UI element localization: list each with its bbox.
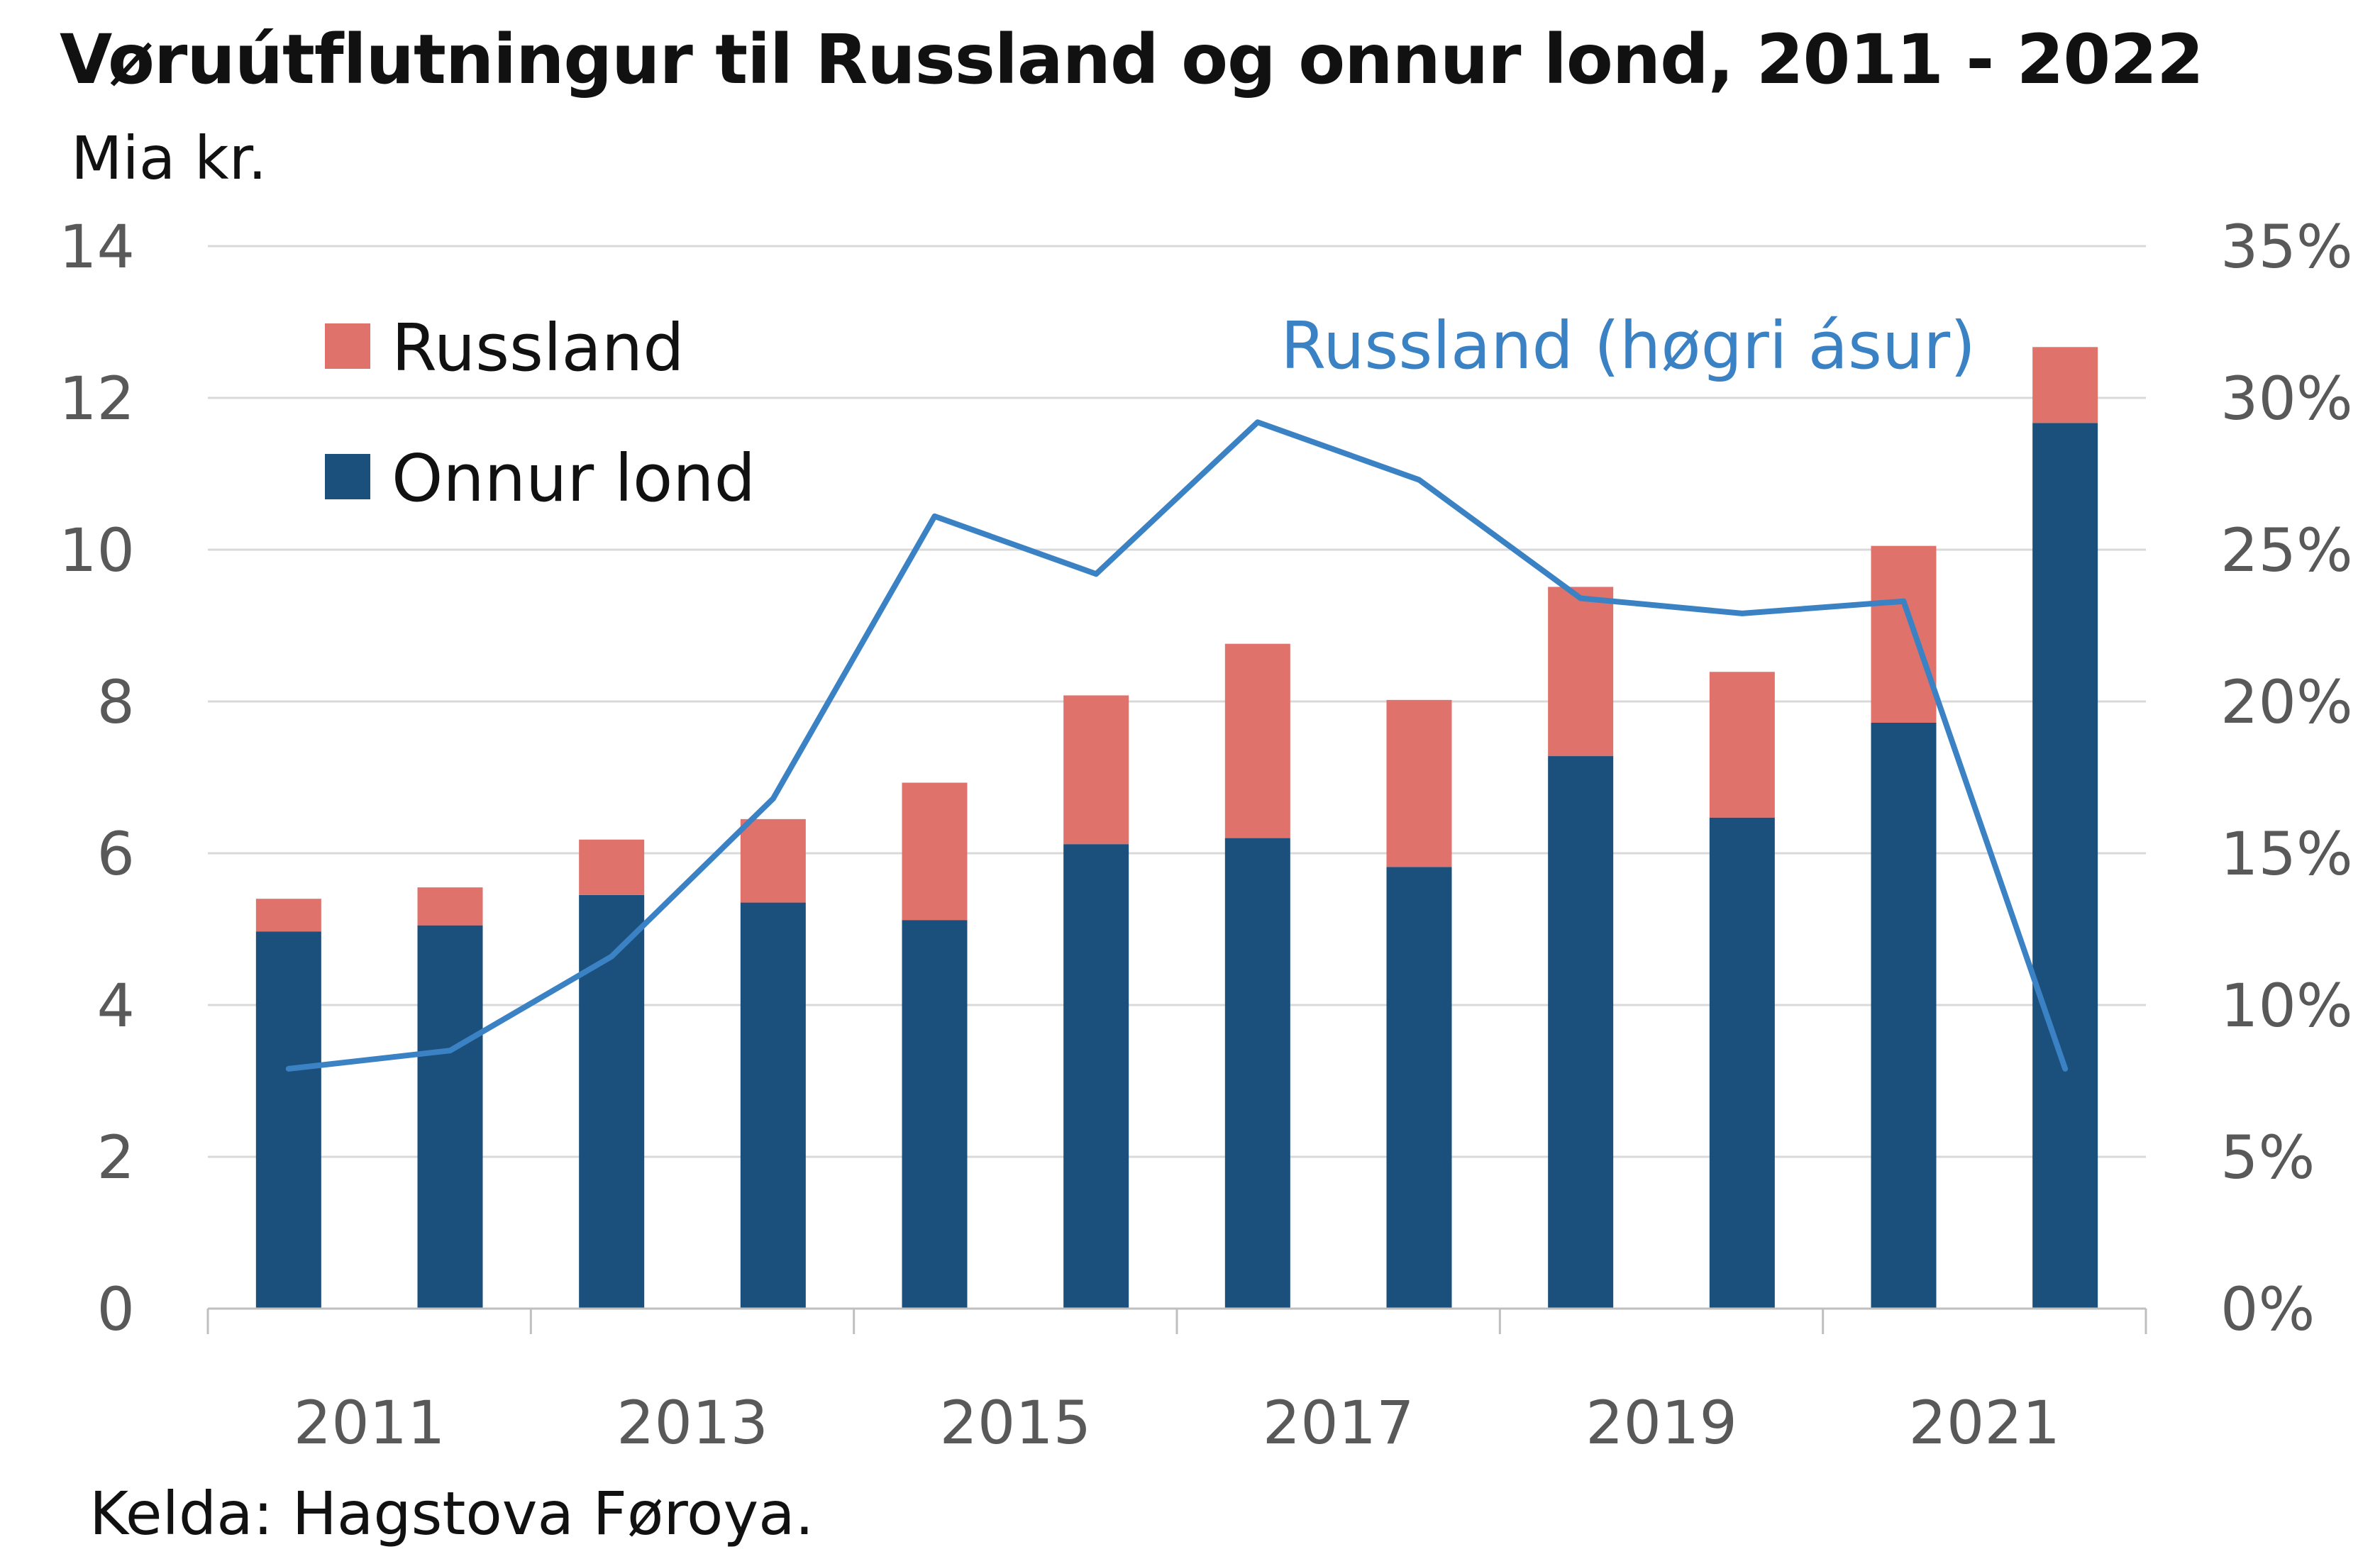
bar-onnur-lond <box>1063 844 1129 1309</box>
y-tick-label: 10 <box>59 516 135 585</box>
y-tick-label: 14 <box>59 212 135 282</box>
y-tick-label: 12 <box>59 364 135 433</box>
y-tick-label: 4 <box>97 971 135 1040</box>
ratio-line-path <box>285 419 2069 1072</box>
bar-onnur-lond <box>1548 756 1614 1309</box>
bar-russland <box>740 818 806 903</box>
bar-russland <box>417 887 483 926</box>
bars <box>255 347 2098 1309</box>
line-series-label: Russland (høgri ásur) <box>1280 308 1976 384</box>
y-tick-label: 2 <box>97 1123 135 1192</box>
x-tick-label: 2013 <box>616 1388 768 1458</box>
y-tick-label: 0 <box>97 1275 135 1344</box>
bar-russland <box>1063 695 1129 845</box>
chart-title: Vøruútflutningur til Russland og onnur l… <box>60 20 2204 99</box>
bar-onnur-lond <box>1709 817 1775 1309</box>
bar-onnur-lond <box>902 920 968 1309</box>
bar-onnur-lond <box>255 931 321 1309</box>
x-tick-label: 2021 <box>1908 1388 2060 1458</box>
bar-russland <box>1386 699 1452 867</box>
x-tick-label: 2019 <box>1585 1388 1737 1458</box>
y2-tick-label: 30% <box>2220 364 2353 433</box>
source-note: Kelda: Hagstova Føroya. <box>89 1479 814 1548</box>
y2-tick-label: 15% <box>2220 819 2353 889</box>
legend-swatch-russland <box>325 323 370 369</box>
y-tick-label: 6 <box>97 819 135 889</box>
bar-onnur-lond <box>417 925 483 1309</box>
bar-russland <box>1709 672 1775 818</box>
y2-tick-label: 10% <box>2220 971 2353 1040</box>
y2-tick-label: 0% <box>2220 1275 2315 1344</box>
x-axis <box>206 1307 2147 1334</box>
bar-russland <box>2032 347 2098 423</box>
y2-tick-label: 5% <box>2220 1123 2315 1192</box>
tick-labels: 0 2 4 6 8 10 12 14 0% 5% 10% 15% 20% 25% 30% 35% 2011 201… <box>59 212 2353 1458</box>
bar-onnur-lond <box>740 902 806 1309</box>
bar-onnur-lond <box>2032 423 2098 1309</box>
y2-tick-label: 35% <box>2220 212 2353 282</box>
x-tick-label: 2011 <box>294 1388 445 1458</box>
bar-russland <box>579 839 645 895</box>
bar-russland <box>902 782 968 921</box>
x-tick-label: 2015 <box>939 1388 1091 1458</box>
bar-onnur-lond <box>1224 838 1290 1309</box>
y2-tick-label: 20% <box>2220 667 2353 737</box>
legend-label-onnur-lond: Onnur lond <box>392 440 755 516</box>
legend-swatch-onnur-lond <box>325 454 370 499</box>
y-axis-unit-label: Mia kr. <box>71 123 267 193</box>
bar-russland <box>1871 545 1937 723</box>
bar-onnur-lond <box>1871 722 1937 1309</box>
legend-label-russland: Russland <box>392 310 685 386</box>
bar-russland <box>1224 643 1290 838</box>
ratio-line <box>285 419 2069 1072</box>
bar-onnur-lond <box>579 894 645 1309</box>
y2-tick-label: 25% <box>2220 516 2353 585</box>
bar-russland <box>255 899 321 932</box>
bar-onnur-lond <box>1386 867 1452 1309</box>
bar-russland <box>1548 587 1614 757</box>
x-tick-label: 2017 <box>1263 1388 1415 1458</box>
legend: Russland Onnur lond <box>325 310 755 516</box>
y-tick-label: 8 <box>97 667 135 737</box>
